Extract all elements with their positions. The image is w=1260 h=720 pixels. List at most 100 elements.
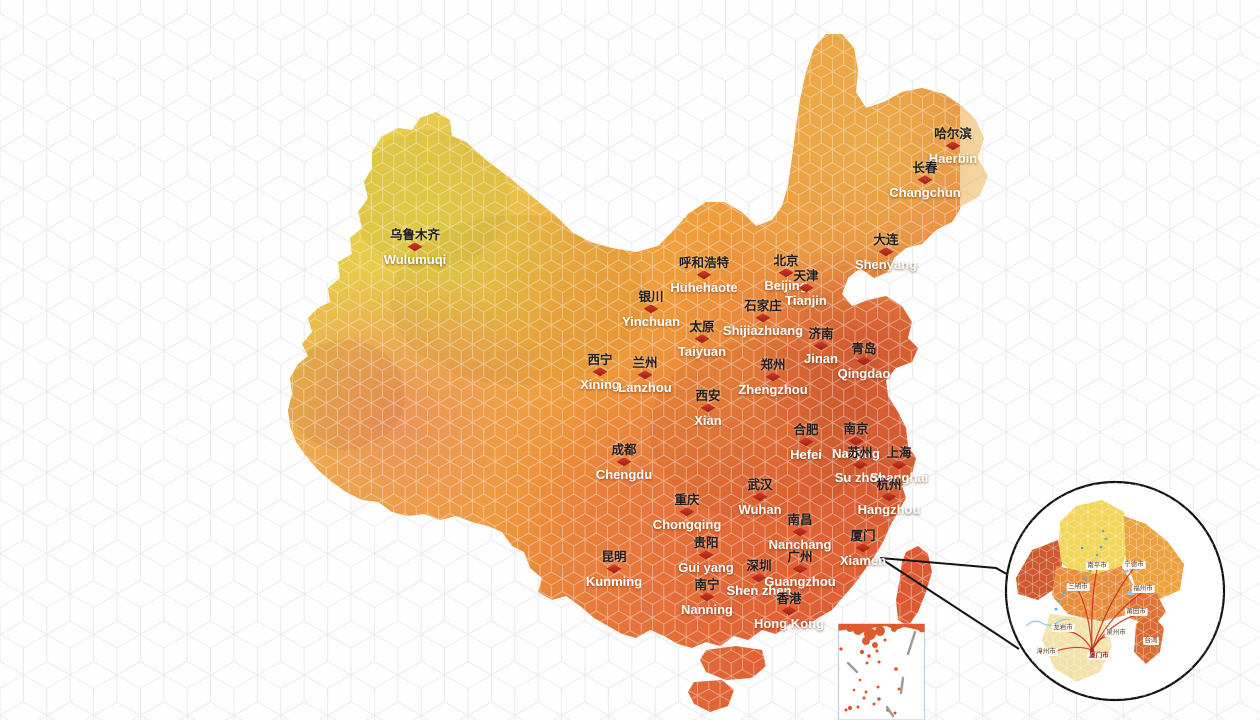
china-hex-map (288, 34, 988, 712)
city-marker-chengdu[interactable]: 成都 Chengdu (596, 444, 652, 481)
city-marker-wuhan[interactable]: 武汉 Wuhan (738, 479, 781, 516)
location-diamond-icon (755, 313, 771, 323)
magnifier-inset (1004, 480, 1226, 702)
city-label-zh: 杭州 (876, 477, 902, 492)
location-diamond-icon (798, 283, 814, 293)
city-label-en: Tianjin (785, 292, 827, 308)
city-marker-xiamen[interactable]: 厦门 Xiamen (840, 530, 886, 567)
city-label-zh: 上海 (886, 445, 912, 460)
city-marker-hangzhou[interactable]: 杭州 Hangzhou (858, 479, 921, 516)
location-diamond-icon (637, 370, 653, 380)
city-label-zh: 乌鲁木齐 (389, 227, 440, 242)
city-marker-taiyuan[interactable]: 太原 Taiyuan (678, 321, 726, 358)
city-label-zh: 苏州 (847, 445, 873, 460)
city-marker-hefei[interactable]: 合肥 Hefei (790, 424, 822, 461)
city-marker-xian[interactable]: 西安 Xian (694, 390, 721, 427)
location-diamond-icon (891, 460, 907, 470)
city-label-zh: 香港 (776, 591, 802, 606)
city-label-en: Shijiazhuang (722, 322, 804, 338)
inset-islands (838, 624, 925, 718)
location-diamond-icon (798, 437, 814, 447)
city-label-zh: 兰州 (632, 355, 658, 370)
city-label-zh: 石家庄 (744, 298, 782, 313)
city-marker-haerbin[interactable]: 哈尔滨 Haerbin (929, 128, 977, 165)
city-marker-nanchang[interactable]: 南昌 Nanchang (769, 514, 832, 551)
location-diamond-icon (752, 492, 768, 502)
city-marker-wulumuqi[interactable]: 乌鲁木齐 Wulumuqi (384, 229, 447, 266)
city-label-zh: 天津 (793, 268, 819, 283)
city-label-en: Shen zhen (726, 582, 792, 598)
city-label-zh: 成都 (611, 442, 637, 457)
city-label-en: Huhehaote (670, 279, 738, 295)
city-marker-yinchuan[interactable]: 银川 Yinchuan (622, 291, 680, 328)
city-label-en: Chongqing (652, 516, 722, 532)
rivers (1025, 618, 1071, 627)
city-label-zh: 西宁 (587, 352, 613, 367)
location-diamond-icon (679, 507, 695, 517)
city-marker-xining[interactable]: 西宁 Xining (580, 354, 620, 391)
city-label-zh: 太原 (689, 319, 715, 334)
city-label-zh: 青岛 (851, 341, 877, 356)
city-marker-kunming[interactable]: 昆明 Kunming (586, 551, 642, 588)
location-diamond-icon (751, 573, 767, 583)
city-label-en: Zhengzhou (738, 381, 808, 397)
city-label-en: Xian (694, 412, 722, 428)
magnifier-city-label: 台湾 (1143, 637, 1159, 645)
city-label-en: Haerbin (928, 150, 978, 166)
city-label-en: Guangzhou (764, 573, 836, 589)
coastline-blobs (838, 624, 925, 648)
city-label-zh: 长春 (912, 160, 938, 175)
city-label-zh: 哈尔滨 (934, 126, 972, 141)
city-marker-chongqing[interactable]: 重庆 Chongqing (653, 494, 722, 531)
city-marker-nanning[interactable]: 南宁 Nanning (681, 579, 733, 616)
city-label-zh: 深圳 (746, 558, 772, 573)
city-label-en: Wuhan (738, 501, 782, 517)
city-marker-jinan[interactable]: 济南 Jinan (804, 328, 838, 365)
city-label-zh: 昆明 (601, 549, 627, 564)
red-route-line (1077, 589, 1093, 651)
city-label-en: Hong Kong (753, 615, 825, 631)
city-label-zh: 西安 (695, 388, 721, 403)
city-marker-nanjing[interactable]: 南京 Nanjing (832, 423, 880, 460)
city-label-en: Shenyang (854, 256, 918, 272)
city-label-zh: 大连 (873, 232, 899, 247)
red-route-line (1091, 568, 1098, 651)
city-marker-guangzhou[interactable]: 广州 Guangzhou (764, 551, 836, 588)
city-marker-huhehaote[interactable]: 呼和浩特 Huhehaote (670, 257, 737, 294)
city-marker-shen-zhen[interactable]: 深圳 Shen zhen (726, 560, 791, 597)
city-marker-shanghai[interactable]: 上海 Shanghai (870, 447, 929, 484)
city-marker-beijing[interactable]: 北京 Beijing (764, 255, 807, 292)
fujian-mini-map (1006, 482, 1224, 700)
city-label-en: Gui yang (678, 559, 734, 575)
city-label-en: Wulumuqi (383, 251, 447, 267)
city-label-zh: 南昌 (787, 512, 813, 527)
city-marker-qingdao[interactable]: 青岛 Qingdao (838, 343, 891, 380)
city-marker-hong-kong[interactable]: 香港 Hong Kong (754, 593, 824, 630)
city-label-en: Taiyuan (677, 343, 727, 359)
magnifier-city-label: 宁德市 (1122, 561, 1146, 569)
magnifier-city-label: 福州市 (1131, 585, 1155, 593)
city-marker-shijiazhuang[interactable]: 石家庄 Shijiazhuang (723, 300, 803, 337)
magnifier-city-label: 漳州市 (1034, 648, 1058, 656)
city-marker-zhengzhou[interactable]: 郑州 Zhengzhou (738, 359, 807, 396)
magnifier-city-label: 泉州市 (1104, 629, 1128, 637)
location-diamond-icon (945, 141, 961, 151)
magnifier-city-label: 龙岩市 (1051, 624, 1075, 632)
city-label-en: Nanning (681, 601, 733, 617)
city-marker-shenyang[interactable]: 大连 Shenyang (855, 234, 917, 271)
city-label-en: Nanchang (768, 536, 832, 552)
location-diamond-icon (700, 403, 716, 413)
city-marker-gui-yang[interactable]: 贵阳 Gui yang (678, 537, 734, 574)
location-diamond-icon (792, 564, 808, 574)
location-diamond-icon (592, 367, 608, 377)
city-marker-changchun[interactable]: 长春 Changchun (889, 162, 961, 199)
city-label-en: Kunming (585, 573, 643, 589)
city-label-zh: 北京 (773, 253, 799, 268)
city-label-zh: 济南 (808, 326, 834, 341)
location-diamond-icon (407, 242, 423, 252)
city-marker-su-zhou[interactable]: 苏州 Su zhou (835, 447, 886, 484)
city-marker-tianjin[interactable]: 天津 Tianjin (785, 270, 827, 307)
city-marker-lanzhou[interactable]: 兰州 Lanzhou (618, 357, 671, 394)
